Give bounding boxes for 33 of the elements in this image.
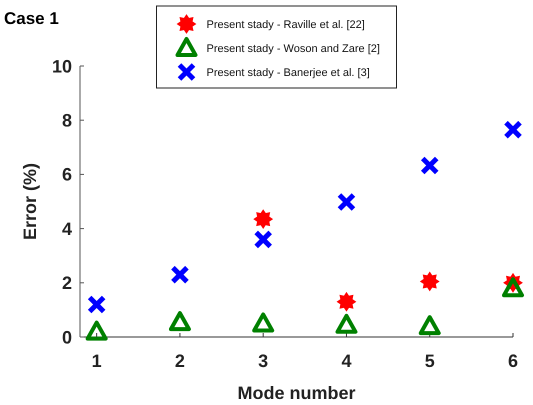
point	[504, 120, 522, 140]
x-tick-label: 5	[424, 351, 435, 371]
x-tick-label: 1	[92, 351, 102, 371]
y-tick-label: 6	[62, 164, 72, 185]
y-tick-label: 4	[62, 218, 72, 239]
point	[252, 312, 274, 332]
y-tick-label: 10	[52, 56, 72, 76]
point	[87, 294, 106, 314]
point	[170, 265, 190, 284]
x-tick-label: 3	[258, 351, 268, 371]
x-axis-title: Mode number	[237, 383, 356, 403]
legend-label: Present stady - Banerjee et al. [3]	[206, 66, 370, 79]
chart-title: Case 1	[4, 9, 59, 28]
y-tick-label: 2	[62, 273, 72, 294]
point	[335, 314, 358, 334]
point	[336, 192, 356, 212]
point	[336, 292, 356, 312]
point	[86, 320, 108, 341]
point	[420, 272, 440, 291]
legend-label: Present stady - Raville et al. [22]	[206, 18, 365, 31]
y-tick-label: 0	[62, 327, 72, 348]
point	[502, 277, 524, 298]
point	[418, 315, 441, 336]
x-tick-label: 2	[174, 351, 185, 371]
x-tick-label: 4	[341, 351, 352, 371]
point	[254, 230, 273, 249]
point	[254, 210, 273, 229]
point	[168, 311, 191, 332]
point	[420, 156, 440, 175]
y-tick-label: 8	[62, 110, 72, 130]
legend-label: Present stady - Woson and Zare [2]	[206, 42, 380, 55]
y-axis-title: Error (%)	[20, 162, 40, 240]
x-tick-label: 6	[508, 351, 518, 371]
